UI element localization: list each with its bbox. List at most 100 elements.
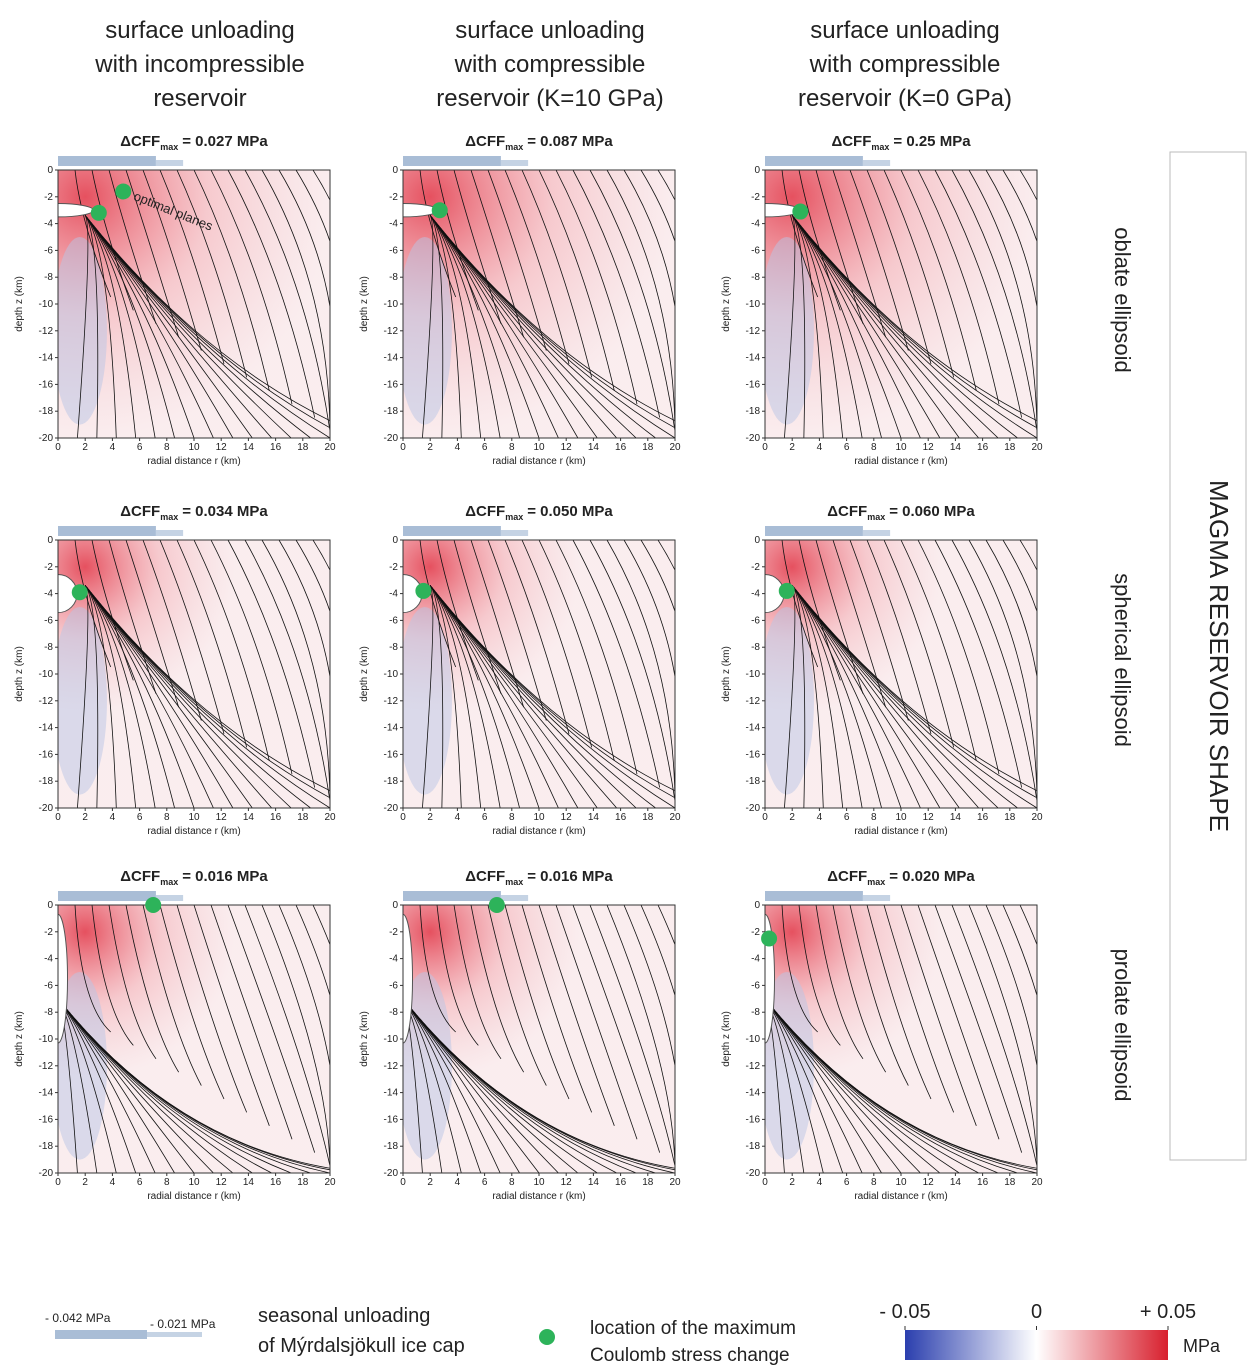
x-tick-label: 12 <box>923 442 935 453</box>
title-sub: max <box>160 877 178 887</box>
max-location <box>115 183 132 200</box>
title-value: = 0.016 MPa <box>527 868 613 885</box>
y-label: depth z (km) <box>359 1011 370 1067</box>
contour <box>278 905 330 1173</box>
title-value: = 0.034 MPa <box>182 503 268 520</box>
contour <box>900 170 977 391</box>
x-tick-label: 18 <box>297 1177 309 1188</box>
x-tick-label: 6 <box>137 1177 143 1188</box>
max-location <box>488 897 505 913</box>
y-tick-label: -10 <box>746 299 761 310</box>
x-tick-label: 6 <box>137 442 143 453</box>
contour <box>521 905 593 1113</box>
panel-title: ΔCFFmax = 0.027 MPa <box>120 133 268 152</box>
contour <box>422 215 434 438</box>
y-tick-label: -20 <box>384 803 399 814</box>
x-tick-label: 12 <box>923 812 935 823</box>
ice-label: - 0.042 MPa <box>45 1311 111 1325</box>
max-location <box>90 204 107 221</box>
contour <box>968 170 1037 438</box>
contour <box>84 585 117 808</box>
panel <box>765 170 1037 438</box>
panel <box>58 540 330 808</box>
x-label: radial distance r (km) <box>854 456 947 467</box>
dot-legend <box>539 1329 555 1345</box>
x-tick-label: 16 <box>270 812 282 823</box>
y-tick-label: -18 <box>384 1141 399 1152</box>
panel <box>403 170 675 438</box>
contour <box>791 585 1037 792</box>
contour <box>504 170 570 365</box>
contour <box>295 170 330 438</box>
y-tick-label: -14 <box>384 723 399 734</box>
y-tick-label: -4 <box>44 589 53 600</box>
max-location <box>145 897 162 913</box>
panel-title: ΔCFFmax = 0.25 MPa <box>831 133 971 152</box>
ice-cap <box>500 530 529 536</box>
y-tick-label: -16 <box>384 1114 399 1125</box>
y-tick-label: 0 <box>754 900 760 911</box>
legend-text: of Mýrdalsjökull ice cap <box>258 1335 465 1357</box>
panel <box>58 905 330 1173</box>
max-location <box>792 203 809 220</box>
x-tick-label: 16 <box>977 1177 989 1188</box>
x-tick-label: 14 <box>588 1177 600 1188</box>
contour <box>295 540 330 808</box>
y-tick-label: -2 <box>751 562 760 573</box>
title-sub: max <box>871 142 889 152</box>
field-negative <box>765 607 814 795</box>
y-tick-label: -10 <box>39 299 54 310</box>
panel-title: ΔCFFmax = 0.020 MPa <box>827 868 975 887</box>
x-label: radial distance r (km) <box>492 1191 585 1202</box>
contour <box>538 170 615 391</box>
contour <box>674 905 675 1173</box>
contour <box>142 540 202 721</box>
x-tick-label: 18 <box>642 1177 654 1188</box>
row-label: spherical ellipsoid <box>1110 573 1135 747</box>
panel-title: ΔCFFmax = 0.016 MPa <box>120 868 268 887</box>
contour <box>84 585 99 808</box>
x-tick-label: 16 <box>270 1177 282 1188</box>
x-tick-label: 18 <box>642 812 654 823</box>
y-tick-label: -12 <box>39 326 54 337</box>
contour <box>640 905 675 1173</box>
y-tick-label: -10 <box>746 669 761 680</box>
contour <box>176 170 248 378</box>
contour <box>968 540 1037 808</box>
contour <box>295 905 330 1173</box>
contour <box>866 540 932 735</box>
field-negative <box>765 972 814 1160</box>
contour <box>791 215 844 438</box>
contour <box>674 540 675 808</box>
colorbar <box>905 1330 1168 1360</box>
contour <box>159 170 225 365</box>
contour <box>210 170 293 405</box>
contour <box>555 170 638 405</box>
y-tick-label: -4 <box>389 589 398 600</box>
row-label: oblate ellipsoid <box>1110 227 1135 373</box>
ice-cap <box>862 895 891 901</box>
x-tick-label: 20 <box>324 812 336 823</box>
contour <box>791 215 824 438</box>
y-tick-label: -8 <box>389 642 398 653</box>
contour <box>429 215 444 438</box>
x-tick-label: 14 <box>243 442 255 453</box>
x-tick-label: 10 <box>533 442 545 453</box>
y-tick-label: 0 <box>392 165 398 176</box>
ice-label: - 0.021 MPa <box>150 1317 216 1331</box>
y-tick-label: -2 <box>751 192 760 203</box>
title-value: = 0.087 MPa <box>527 133 613 150</box>
panel-title: ΔCFFmax = 0.050 MPa <box>465 503 613 522</box>
title-value: = 0.020 MPa <box>889 868 975 885</box>
contour <box>193 905 270 1126</box>
y-tick-label: -18 <box>384 406 399 417</box>
max-location <box>431 202 448 219</box>
contour <box>84 215 175 438</box>
x-tick-label: 2 <box>789 812 795 823</box>
contour <box>429 585 675 792</box>
x-tick-label: 14 <box>243 1177 255 1188</box>
x-tick-label: 18 <box>642 442 654 453</box>
y-tick-label: -16 <box>384 379 399 390</box>
x-tick-label: 8 <box>509 1177 515 1188</box>
x-tick-label: 16 <box>615 442 627 453</box>
